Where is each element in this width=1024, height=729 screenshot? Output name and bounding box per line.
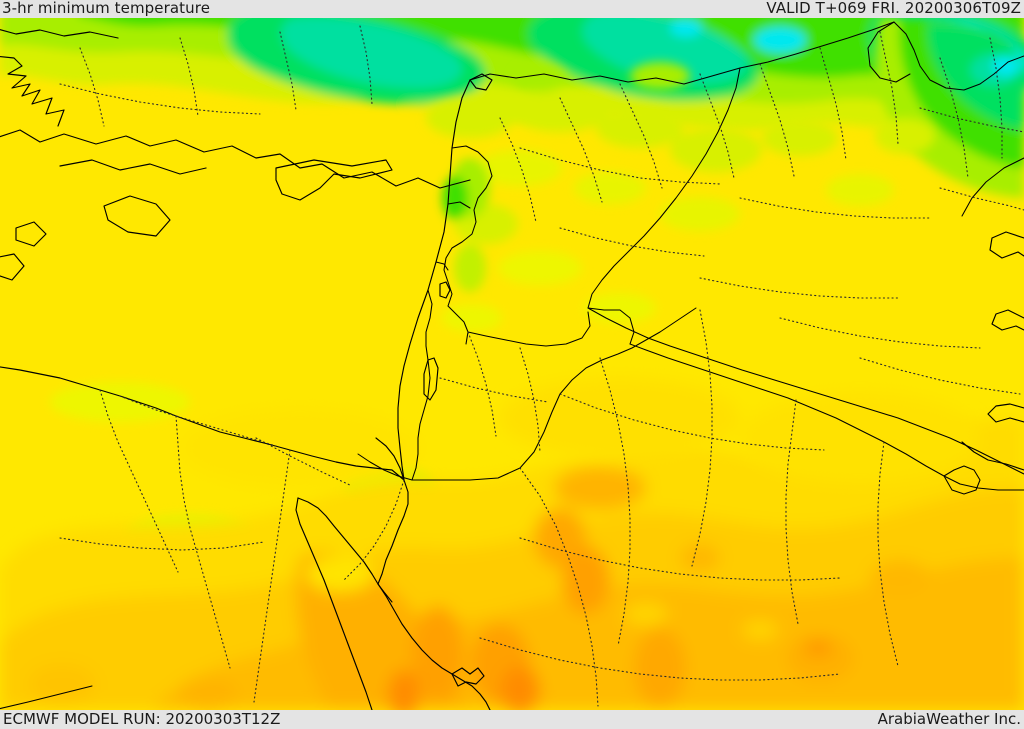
forecast-map[interactable] xyxy=(0,18,1024,710)
model-run-label: ECMWF MODEL RUN: 20200303T12Z xyxy=(3,710,281,728)
header-bar: 3-hr minimum temperature VALID T+069 FRI… xyxy=(0,0,1024,18)
footer-bar: ECMWF MODEL RUN: 20200303T12Z ArabiaWeat… xyxy=(0,710,1024,729)
admin-boundaries xyxy=(59,25,1024,707)
map-canvas xyxy=(0,18,1024,710)
page-title: 3-hr minimum temperature xyxy=(2,0,211,17)
valid-time-label: VALID T+069 FRI. 20200306T09Z xyxy=(766,0,1021,17)
coastline xyxy=(0,29,1024,710)
attribution-label: ArabiaWeather Inc. xyxy=(877,710,1021,728)
temperature-field-mid xyxy=(180,378,980,488)
country-borders xyxy=(0,21,1024,710)
temperature-field-northeast xyxy=(875,18,1024,198)
temperature-field-south xyxy=(0,417,1024,710)
